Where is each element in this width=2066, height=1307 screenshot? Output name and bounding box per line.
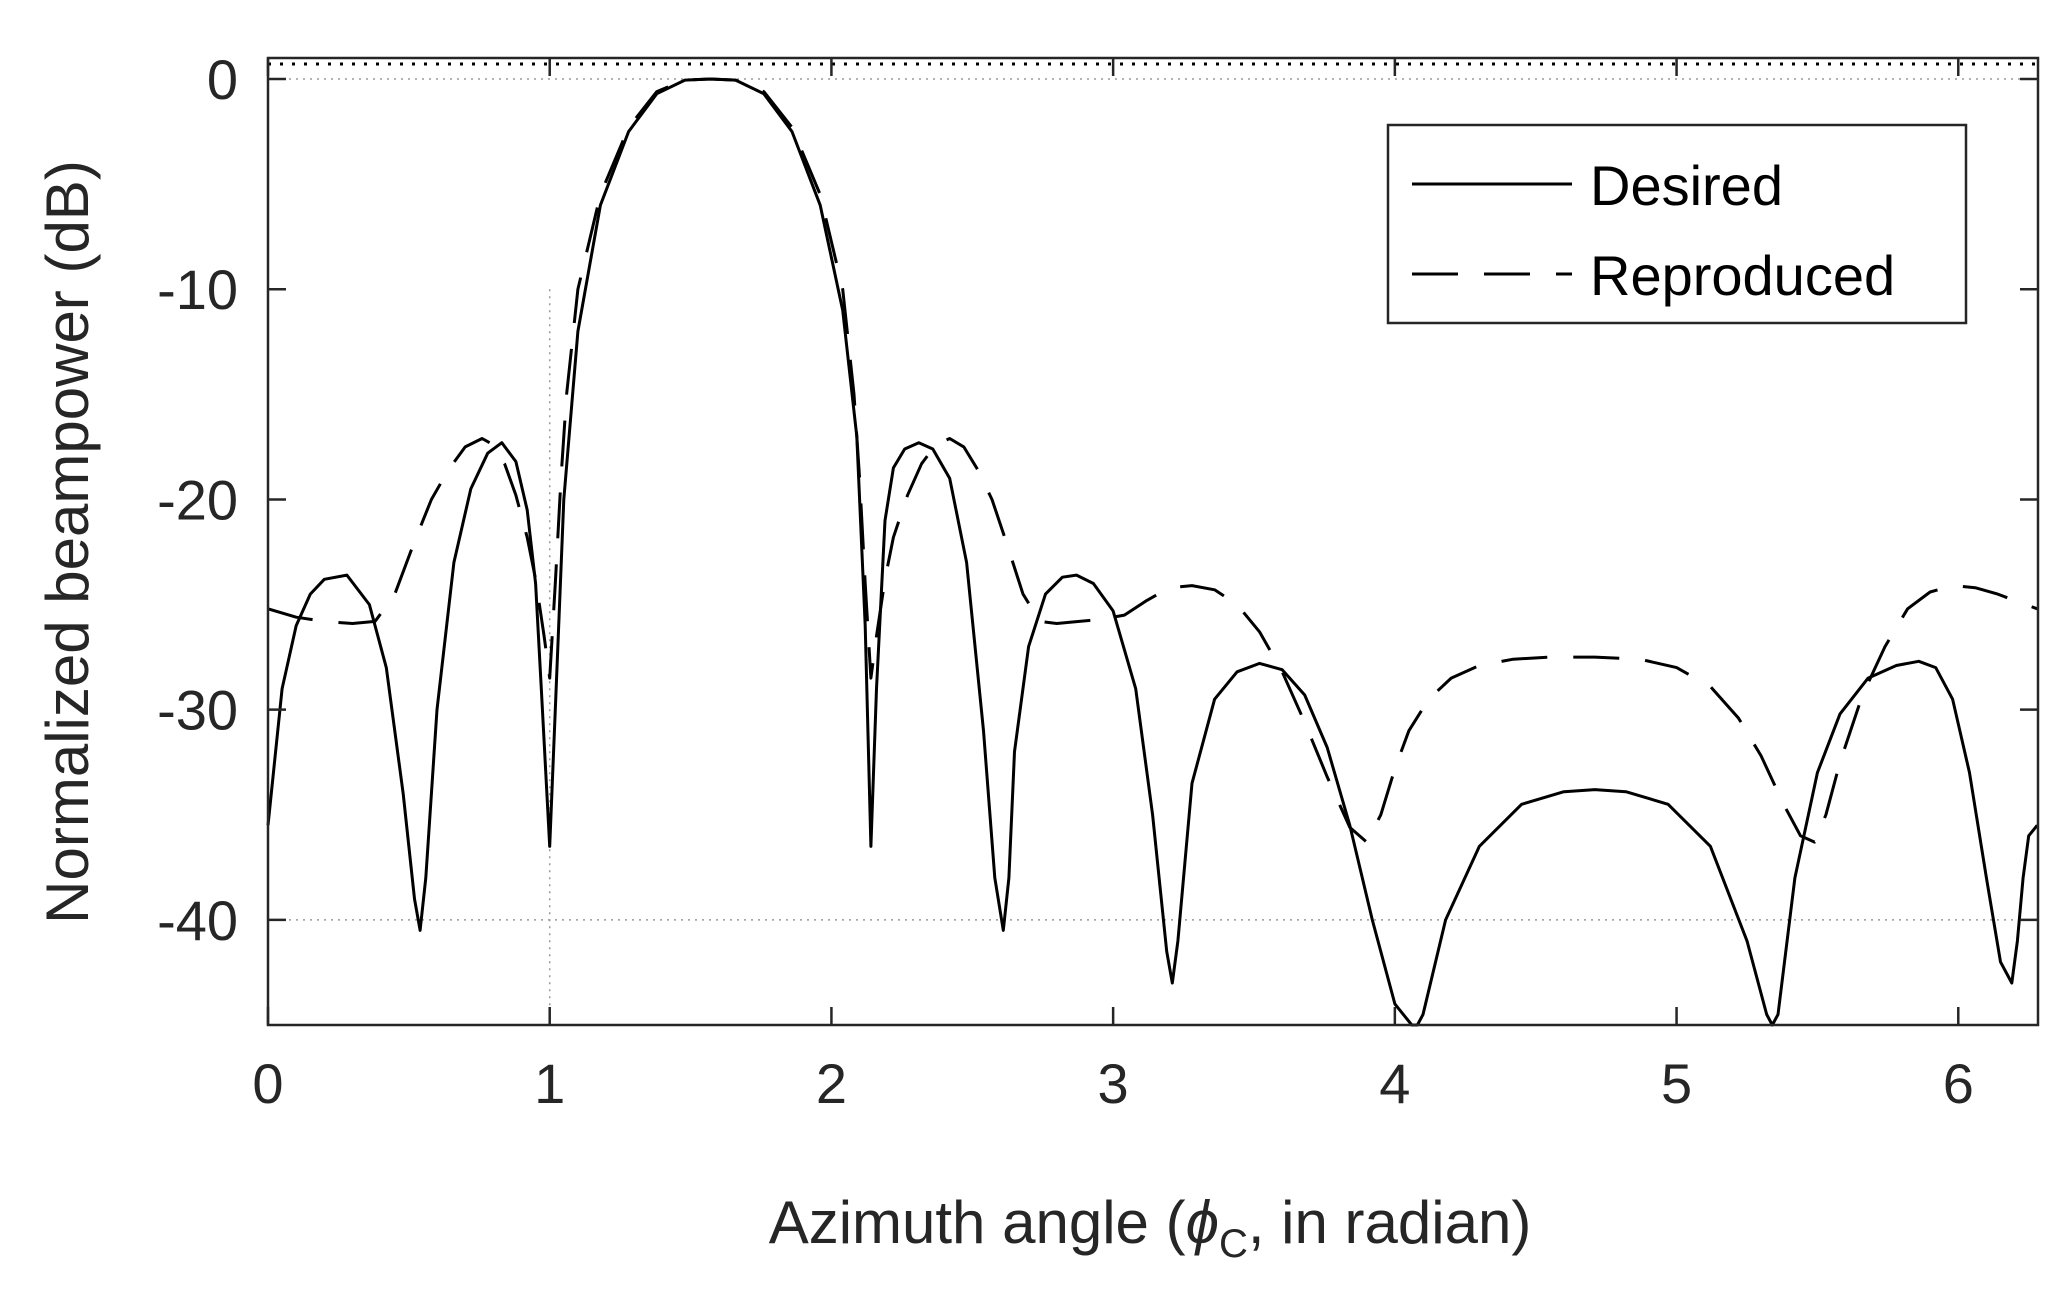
legend: Desired Reproduced (1386, 123, 1968, 325)
legend-label-reproduced: Reproduced (1590, 244, 1895, 307)
grid-lines (268, 62, 2038, 1025)
series-line-desired (266, 77, 2039, 1027)
legend-box (1386, 123, 1968, 325)
y-tick-labels: 0 -10 -20 -30 -40 (157, 48, 238, 952)
y-tick-label: -40 (157, 889, 238, 952)
y-tick-label: -10 (157, 258, 238, 321)
x-tick-labels: 0 1 2 3 4 5 6 (252, 1052, 1973, 1115)
x-tick-label: 6 (1943, 1052, 1974, 1115)
x-tick-label: 2 (816, 1052, 847, 1115)
x-tick-label: 0 (252, 1052, 283, 1115)
y-tick-label: 0 (207, 48, 238, 111)
plot-frame (266, 56, 2040, 1027)
x-tick-label: 1 (534, 1052, 565, 1115)
y-tick-label: -20 (157, 468, 238, 531)
x-tick-label: 4 (1379, 1052, 1410, 1115)
tick-marks (266, 58, 2038, 1025)
series-line-reproduced (267, 77, 2038, 844)
x-tick-label: 5 (1661, 1052, 1692, 1115)
y-axis-label: Normalized beampower (dB) (34, 160, 101, 924)
y-tick-label: -30 (157, 679, 238, 742)
x-tick-label: 3 (1098, 1052, 1129, 1115)
legend-label-desired: Desired (1590, 154, 1783, 217)
series-layer (266, 77, 2039, 1027)
x-axis-label: Azimuth angle (ϕC, in radian) (769, 1189, 1532, 1266)
